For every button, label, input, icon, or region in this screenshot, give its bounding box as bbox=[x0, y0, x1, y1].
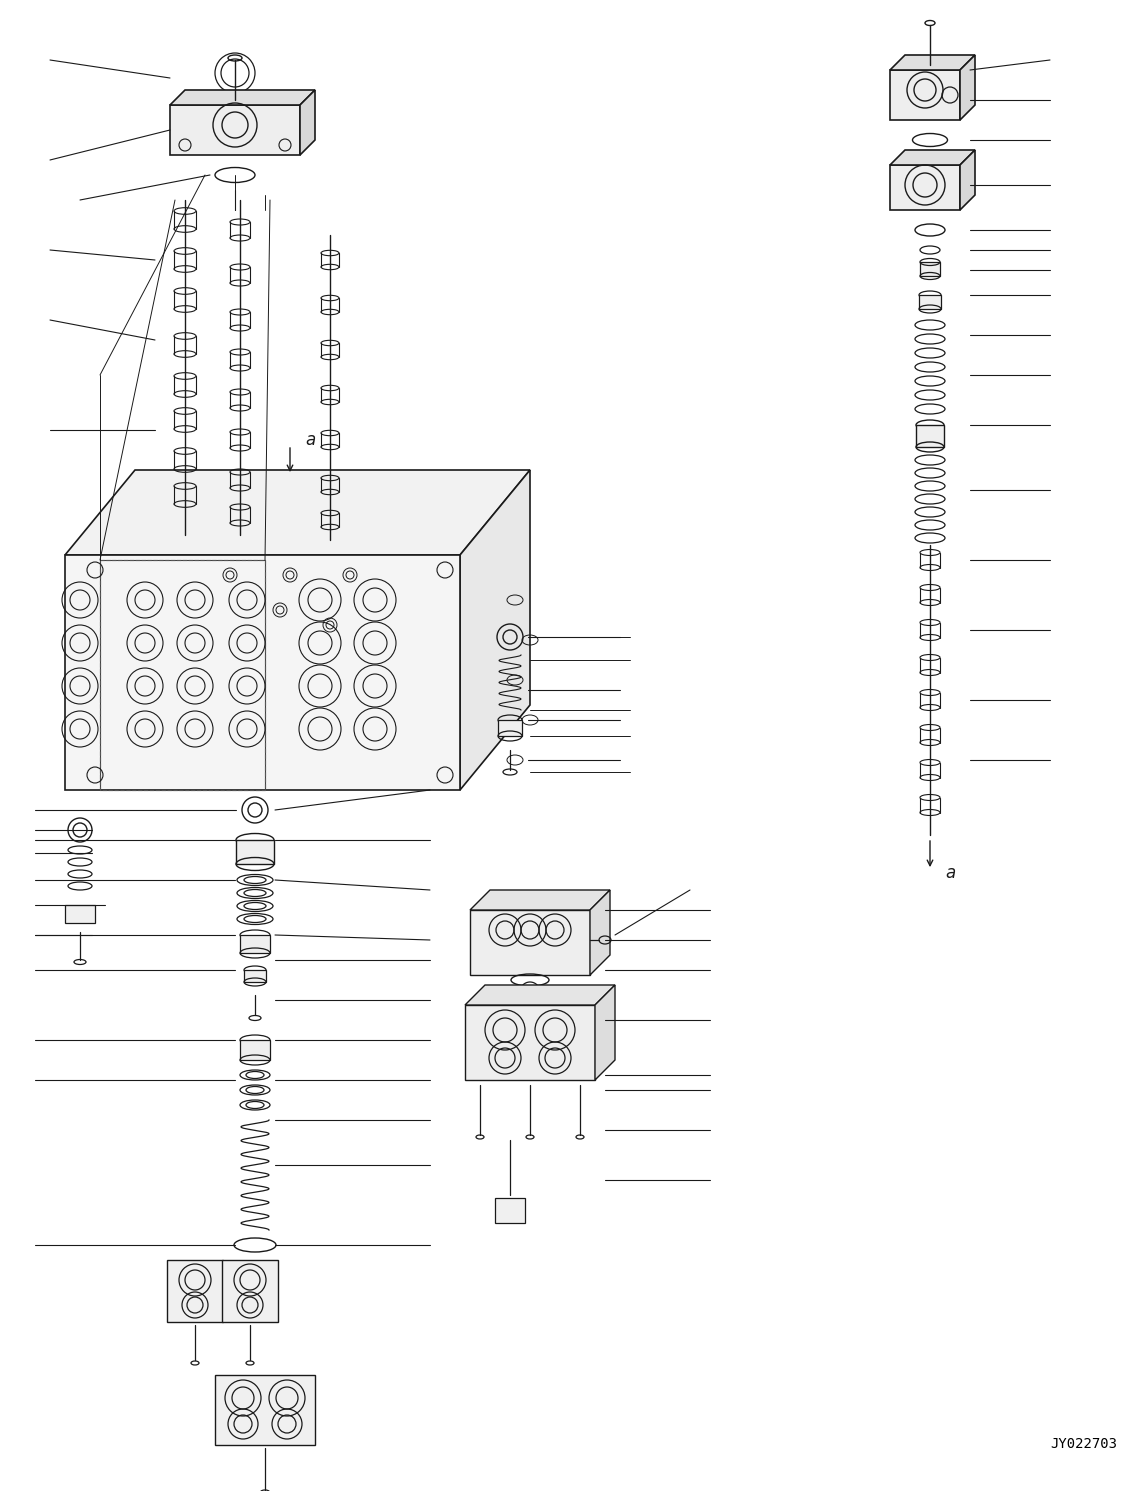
Bar bbox=[223, 1260, 278, 1323]
Bar bbox=[100, 561, 265, 790]
Bar bbox=[916, 425, 944, 447]
Polygon shape bbox=[960, 55, 975, 119]
Bar bbox=[167, 1260, 223, 1323]
Polygon shape bbox=[465, 986, 615, 1005]
Text: JY022703: JY022703 bbox=[1050, 1437, 1117, 1451]
Bar bbox=[920, 262, 941, 276]
Polygon shape bbox=[65, 470, 530, 555]
Polygon shape bbox=[595, 986, 615, 1079]
Bar bbox=[214, 1375, 315, 1445]
Polygon shape bbox=[460, 470, 530, 790]
Polygon shape bbox=[170, 89, 315, 104]
Bar bbox=[240, 1041, 270, 1060]
Polygon shape bbox=[960, 151, 975, 210]
Polygon shape bbox=[65, 555, 460, 790]
Polygon shape bbox=[890, 70, 960, 119]
Text: a: a bbox=[305, 431, 315, 449]
Bar bbox=[236, 839, 274, 863]
Bar bbox=[496, 1197, 525, 1223]
Bar bbox=[470, 910, 590, 975]
Polygon shape bbox=[890, 151, 975, 166]
Polygon shape bbox=[170, 104, 301, 155]
Polygon shape bbox=[470, 890, 610, 910]
Bar bbox=[244, 971, 266, 983]
Polygon shape bbox=[301, 89, 315, 155]
Bar bbox=[465, 1005, 595, 1079]
Polygon shape bbox=[890, 166, 960, 210]
Bar bbox=[240, 935, 270, 953]
Polygon shape bbox=[590, 890, 610, 975]
Polygon shape bbox=[890, 55, 975, 70]
Text: a: a bbox=[945, 863, 955, 883]
Bar bbox=[919, 295, 941, 309]
Bar bbox=[65, 905, 95, 923]
Bar bbox=[498, 720, 522, 737]
Bar bbox=[100, 561, 265, 790]
